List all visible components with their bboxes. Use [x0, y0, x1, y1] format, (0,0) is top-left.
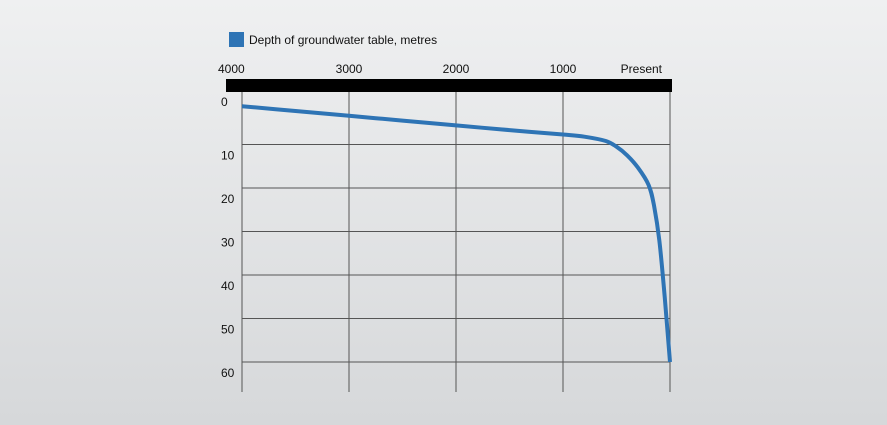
legend-swatch — [229, 32, 244, 47]
y-tick-label: 30 — [221, 236, 235, 250]
x-tick-label: Present — [621, 62, 663, 76]
grid — [241, 92, 671, 392]
series-line-groundwater-depth — [241, 104, 672, 363]
top-axis-bar — [226, 79, 672, 92]
x-tick-label: 1000 — [550, 62, 577, 76]
x-tick-label: 2000 — [443, 62, 470, 76]
legend: Depth of groundwater table, metres — [229, 32, 437, 47]
y-tick-label: 50 — [221, 323, 235, 337]
y-tick-labels: 0 10 20 30 40 50 60 — [221, 95, 235, 380]
y-tick-label: 0 — [221, 95, 228, 109]
y-tick-label: 20 — [221, 192, 235, 206]
legend-label: Depth of groundwater table, metres — [249, 33, 437, 47]
x-tick-labels: 4000 3000 2000 1000 Present — [218, 62, 663, 76]
x-tick-label: 4000 — [218, 62, 245, 76]
y-tick-label: 40 — [221, 279, 235, 293]
y-tick-label: 10 — [221, 149, 235, 163]
y-tick-label: 60 — [221, 366, 235, 380]
series-group — [241, 104, 672, 363]
x-tick-label: 3000 — [336, 62, 363, 76]
